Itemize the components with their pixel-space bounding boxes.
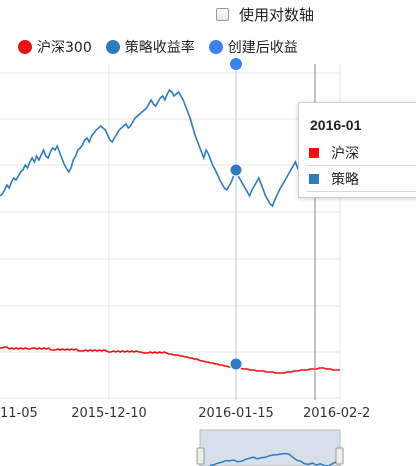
- legend-bright-blue-dot-icon: [208, 40, 223, 54]
- navigator-right-handle[interactable]: [335, 447, 344, 465]
- legend-item-hs300[interactable]: 沪深300: [18, 37, 92, 57]
- plot-background: [0, 57, 340, 400]
- navigator-left-handle[interactable]: [196, 447, 205, 465]
- hover-point-strategy: [229, 163, 243, 177]
- tooltip-separator: [307, 165, 416, 166]
- legend-label-post-creation-return: 创建后收益: [227, 40, 298, 56]
- navigator-window[interactable]: [199, 429, 341, 466]
- x-axis-tick-labels: 11-05 2015-12-10 2016-01-15 2016-02-2: [0, 406, 370, 421]
- log-scale-label: 使用对数轴: [239, 5, 315, 24]
- series-layer: [0, 88, 340, 374]
- x-tick-label: 2015-12-10: [71, 406, 147, 421]
- legend-label-hs300: 沪深300: [37, 40, 92, 56]
- tooltip-row-strategy: 策略: [309, 169, 359, 189]
- tooltip-separator: [307, 191, 416, 192]
- x-tick-label: 11-05: [0, 406, 38, 421]
- creation-marker-flag[interactable]: [230, 58, 242, 70]
- log-scale-toggle[interactable]: 使用对数轴: [216, 2, 314, 26]
- legend-red-dot-icon: [18, 40, 32, 54]
- legend-label-strategy-return: 策略收益率: [124, 40, 195, 56]
- tooltip-title: 2016-01: [310, 117, 362, 133]
- hover-markers: [229, 163, 243, 371]
- log-scale-checkbox[interactable]: [216, 7, 229, 21]
- tooltip-blue-swatch-icon: [309, 174, 319, 184]
- chart-legend: 沪深300 策略收益率 创建后收益: [18, 37, 312, 57]
- chart-tooltip: 2016-01 沪深 策略: [298, 102, 416, 198]
- legend-blue-dot-icon: [105, 40, 120, 54]
- legend-item-strategy-return[interactable]: 策略收益率: [105, 37, 195, 57]
- navigator-series: [209, 452, 337, 466]
- x-tick-label: 2016-02-2: [303, 406, 370, 421]
- tooltip-row-hs300: 沪深: [309, 143, 359, 163]
- hover-point-hs300: [229, 357, 243, 371]
- tooltip-label-strategy: 策略: [331, 172, 359, 188]
- tooltip-red-swatch-icon: [309, 148, 319, 158]
- tooltip-label-hs300: 沪深: [331, 146, 359, 162]
- series-line-1: [0, 88, 301, 208]
- legend-item-post-creation-return[interactable]: 创建后收益: [208, 37, 298, 57]
- x-tick-label: 2016-01-15: [198, 406, 274, 421]
- horizontal-gridlines: [0, 72, 340, 399]
- series-line-0: [0, 346, 340, 374]
